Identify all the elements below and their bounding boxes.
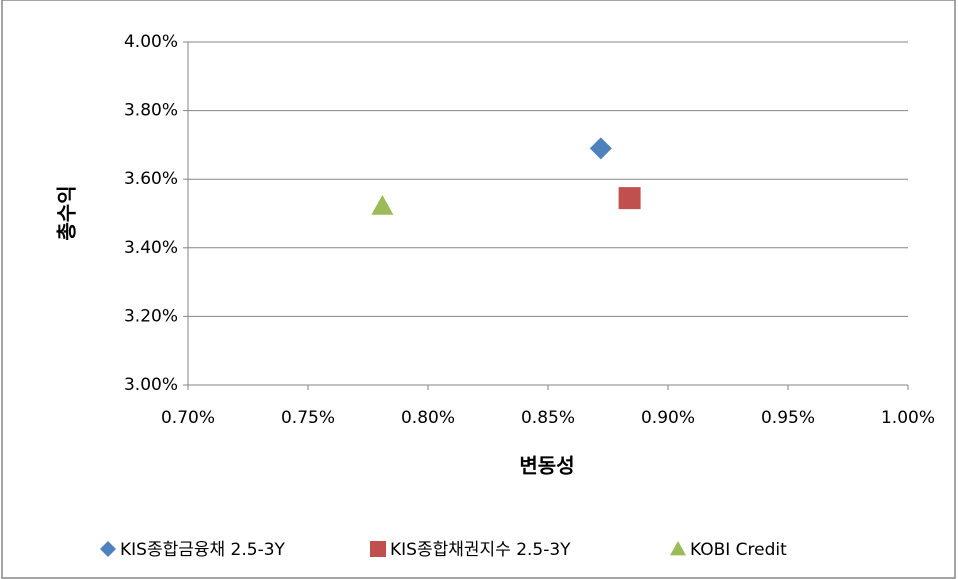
x-tick-label: 0.95% — [761, 408, 815, 428]
y-tick-label: 3.00% — [124, 375, 178, 395]
y-tick-label: 3.60% — [124, 169, 178, 189]
x-tick-label: 1.00% — [881, 408, 935, 428]
x-axis-title: 변동성 — [519, 454, 574, 478]
y-axis-title: 총수익 — [55, 185, 79, 240]
y-tick-label: 4.00% — [124, 32, 178, 52]
legend-marker — [670, 541, 686, 556]
x-tick-label: 0.85% — [521, 408, 575, 428]
x-tick-label: 0.75% — [281, 408, 335, 428]
legend-marker — [370, 541, 386, 557]
y-tick-label: 3.80% — [124, 101, 178, 121]
scatter-point — [589, 137, 612, 160]
y-tick-label: 3.20% — [124, 306, 178, 326]
x-tick-label: 0.80% — [401, 408, 455, 428]
legend-label: KIS종합금융채 2.5-3Y — [120, 540, 286, 560]
x-tick-label: 0.90% — [641, 408, 695, 428]
scatter-point — [371, 194, 394, 215]
legend-label: KOBI Credit — [690, 540, 787, 560]
legend-marker — [100, 541, 116, 557]
legend-label: KIS종합채권지수 2.5-3Y — [390, 540, 571, 560]
y-tick-label: 3.40% — [124, 238, 178, 258]
x-tick-label: 0.70% — [161, 408, 215, 428]
scatter-point — [618, 187, 641, 210]
